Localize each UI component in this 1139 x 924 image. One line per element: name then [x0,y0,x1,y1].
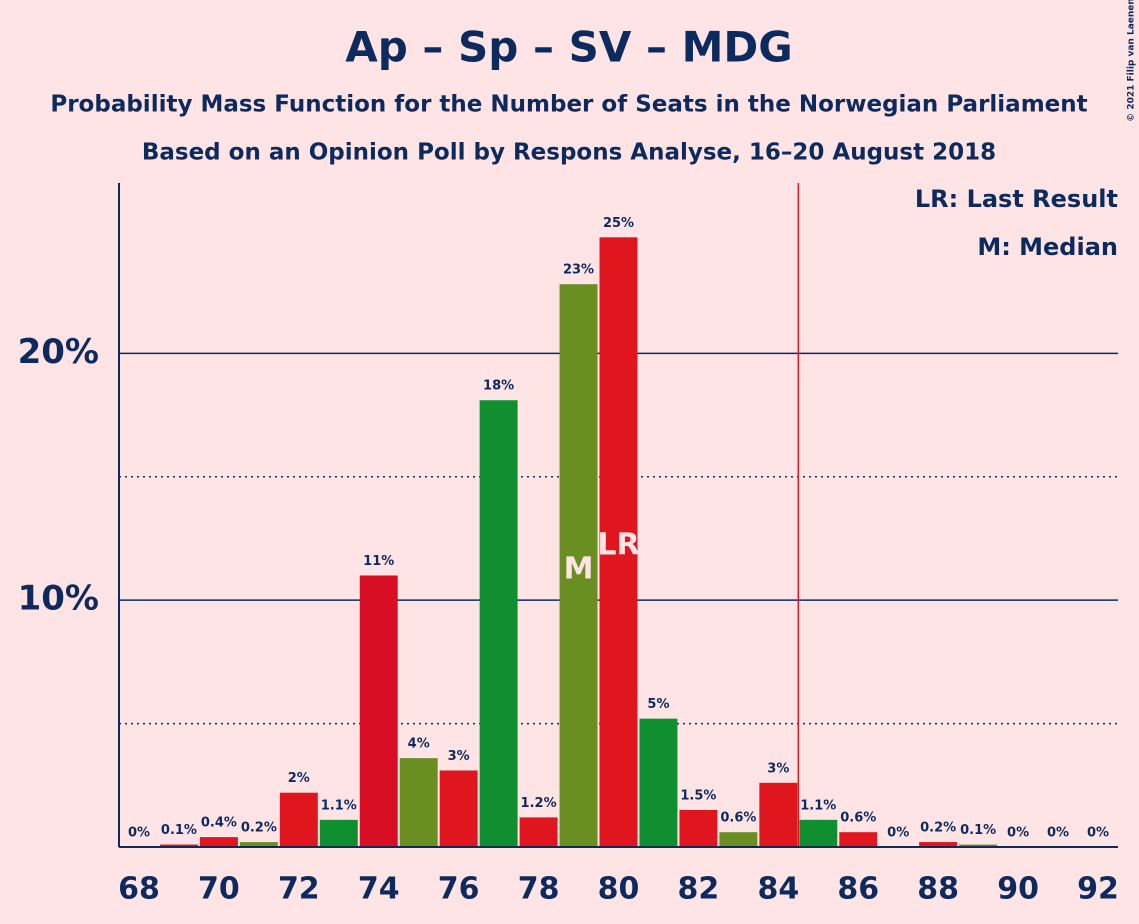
x-tick-label: 76 [438,872,480,907]
value-label: 0.2% [241,821,277,836]
value-label: 0.1% [960,823,996,838]
bar [239,842,278,847]
bar [519,817,558,847]
subtitle: Probability Mass Function for the Number… [50,92,1087,118]
x-tick-label: 74 [358,872,400,907]
bar [279,792,318,847]
value-label: 2% [288,771,310,786]
value-label: 0.1% [161,823,197,838]
bar [319,819,358,847]
x-tick-label: 80 [598,872,640,907]
bar [599,237,638,848]
bar [959,844,998,847]
value-label: 0.6% [720,811,756,826]
bar [399,758,438,847]
value-label: 0% [1007,826,1029,841]
value-label: 0% [887,826,909,841]
value-label: 0% [1047,826,1069,841]
y-tick-label: 10% [18,579,99,619]
legend-entry: LR: Last Result [915,185,1118,213]
value-label: 11% [363,554,394,569]
value-label: 1.2% [521,796,557,811]
value-label: 1.5% [680,788,716,803]
bar [759,782,798,847]
legend-entry: M: Median [977,233,1118,261]
value-label: 5% [647,697,669,712]
bar [839,832,878,847]
copyright: © 2021 Filip van Laenen [1127,0,1137,122]
value-label: 0% [128,826,150,841]
bar [199,837,238,847]
value-label: 1.1% [800,798,836,813]
value-label: 0.2% [920,821,956,836]
subtitle: Based on an Opinion Poll by Respons Anal… [142,140,996,166]
x-tick-label: 70 [198,872,240,907]
value-label: 0.6% [840,811,876,826]
x-tick-label: 78 [518,872,560,907]
x-tick-label: 88 [917,872,959,907]
value-label: 3% [448,749,470,764]
value-label: 4% [408,737,430,752]
bar [479,400,518,847]
bar [719,832,758,847]
value-label: 18% [483,379,514,394]
x-tick-label: 92 [1077,872,1119,907]
bar [679,809,718,847]
last-result-marker: LR [597,528,639,563]
x-tick-label: 68 [118,872,160,907]
bar [799,819,838,847]
x-tick-label: 90 [997,872,1039,907]
value-label: 25% [603,216,634,231]
x-tick-label: 84 [757,872,799,907]
chart-title: Ap – Sp – SV – MDG [345,23,793,72]
x-tick-label: 82 [678,872,720,907]
bar [559,284,598,847]
value-label: 1.1% [321,798,357,813]
value-label: 3% [767,761,789,776]
value-label: 23% [563,263,594,278]
x-tick-label: 72 [278,872,320,907]
value-label: 0.4% [201,816,237,831]
bar [919,842,958,847]
median-marker: M [564,552,594,587]
bar [359,575,398,847]
value-label: 0% [1087,826,1109,841]
bar [439,770,478,847]
bar [159,844,198,847]
x-tick-label: 86 [837,872,879,907]
y-tick-label: 20% [18,332,99,372]
bar [639,718,678,847]
